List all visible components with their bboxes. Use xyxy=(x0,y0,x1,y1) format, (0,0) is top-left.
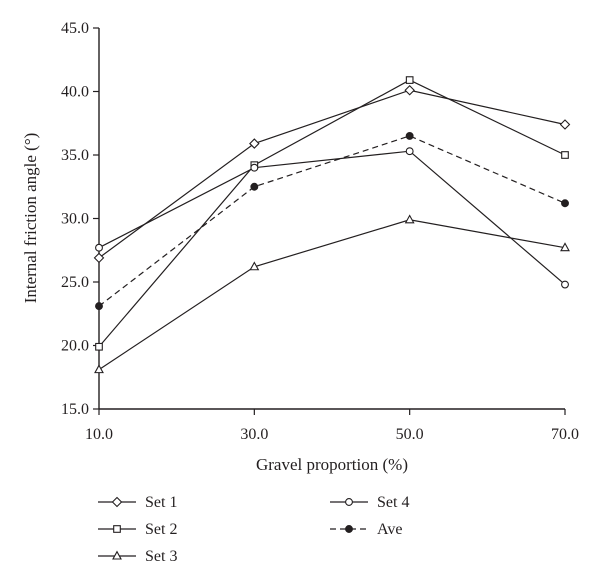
legend-label: Set 4 xyxy=(377,494,409,511)
legend-marker xyxy=(113,525,121,533)
legend-item-set-2: Set 2 xyxy=(98,521,177,538)
data-point-set-3 xyxy=(94,364,104,374)
y-tick-label: 40.0 xyxy=(61,84,89,101)
data-point-set-2 xyxy=(405,76,414,84)
x-tick-label: 10.0 xyxy=(85,426,113,443)
y-tick-label: 35.0 xyxy=(61,147,89,164)
data-point-ave xyxy=(405,132,414,140)
x-axis-title: Gravel proportion (%) xyxy=(256,455,408,474)
axes xyxy=(98,28,565,410)
data-point-set-4 xyxy=(405,147,414,156)
data-point-set-1 xyxy=(404,84,415,96)
legend: Set 1 Set 2 Set 3 Set 4 Ave xyxy=(98,494,409,565)
y-tick-label: 20.0 xyxy=(61,338,89,355)
data-point-set-1 xyxy=(249,138,260,149)
data-point-ave xyxy=(561,199,569,208)
data-point-ave xyxy=(250,182,259,191)
y-tick-label: 15.0 xyxy=(61,401,89,418)
y-axis-title: Internal friction angle (°) xyxy=(21,133,40,304)
data-point-set-2 xyxy=(561,151,569,159)
series-set-1 xyxy=(93,84,571,264)
series-line-set-3 xyxy=(98,219,566,371)
y-tick-label: 25.0 xyxy=(61,274,89,291)
y-tick-label: 45.0 xyxy=(61,20,89,37)
series-line-set-2 xyxy=(98,79,566,348)
series-line-set-1 xyxy=(98,89,566,259)
legend-item-set-1: Set 1 xyxy=(98,494,177,511)
data-point-set-1 xyxy=(93,252,105,264)
legend-marker xyxy=(345,525,353,533)
data-point-set-1 xyxy=(559,119,571,130)
y-tick-label: 30.0 xyxy=(61,211,89,228)
x-tick-label: 50.0 xyxy=(396,426,424,443)
series-line-set-4 xyxy=(98,150,566,285)
legend-item-set-3: Set 3 xyxy=(98,548,177,565)
data-point-set-4 xyxy=(250,163,259,172)
series-set-3 xyxy=(94,214,570,374)
data-point-set-3 xyxy=(249,261,260,271)
legend-marker xyxy=(111,496,123,508)
legend-label: Ave xyxy=(377,521,402,538)
legend-marker xyxy=(112,550,122,560)
y-ticks: 15.0 20.0 25.0 30.0 35.0 40.0 45.0 xyxy=(61,20,99,418)
legend-label: Set 2 xyxy=(145,521,177,538)
series-ave xyxy=(95,132,569,311)
data-point-set-2 xyxy=(95,342,103,351)
series-line-ave xyxy=(98,135,566,307)
data-point-set-3 xyxy=(560,242,570,252)
legend-item-ave: Ave xyxy=(330,521,402,538)
x-ticks: 10.0 30.0 50.0 70.0 xyxy=(85,409,579,443)
data-point-set-3 xyxy=(404,214,415,224)
x-tick-label: 70.0 xyxy=(551,426,579,443)
data-point-set-4 xyxy=(95,243,103,252)
legend-marker xyxy=(345,498,353,506)
data-point-ave xyxy=(95,302,103,311)
series-set-4 xyxy=(95,147,569,289)
data-point-set-4 xyxy=(561,280,569,289)
plot-area xyxy=(93,76,571,374)
legend-label: Set 1 xyxy=(145,494,177,511)
legend-label: Set 3 xyxy=(145,548,177,565)
x-tick-label: 30.0 xyxy=(240,426,268,443)
legend-item-set-4: Set 4 xyxy=(330,494,409,511)
